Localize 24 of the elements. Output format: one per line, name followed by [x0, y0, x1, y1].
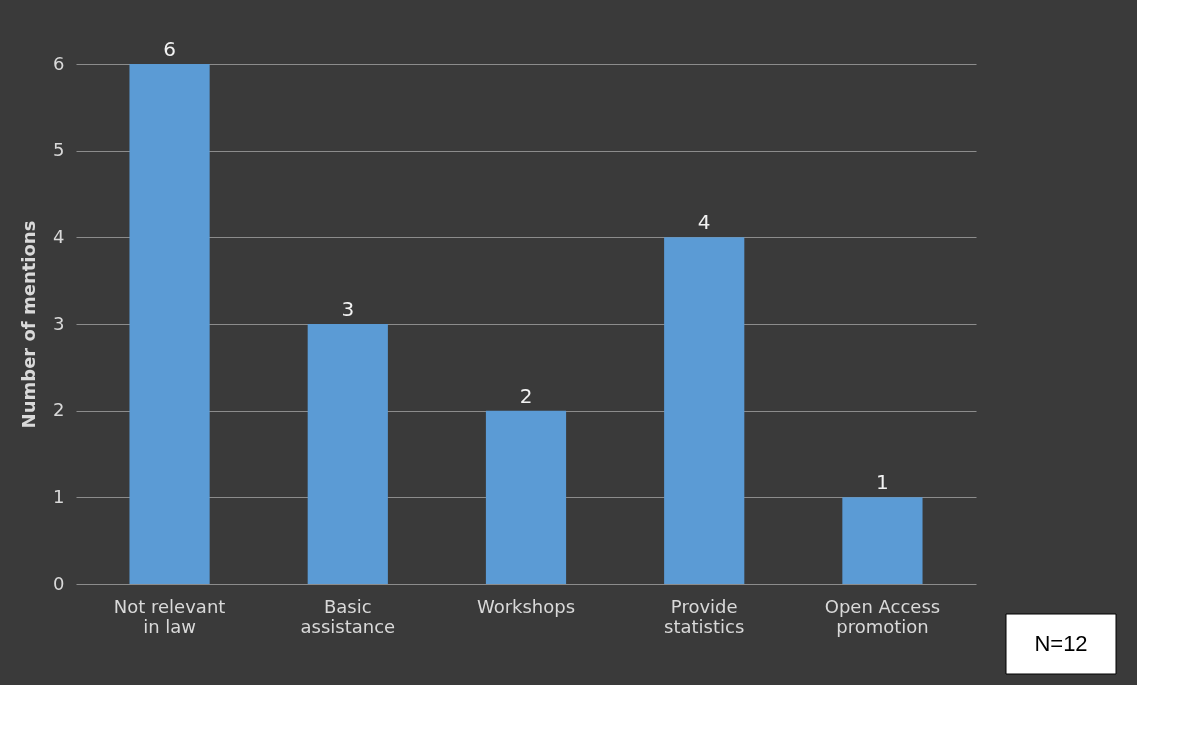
bar [307, 324, 388, 584]
data-label: 4 [697, 210, 711, 235]
x-tick-label: Workshops [476, 595, 576, 617]
bar [664, 237, 745, 584]
y-tick-label: 3 [53, 312, 65, 334]
bar [842, 497, 923, 584]
x-tick-label: Not relevant in law [113, 595, 226, 637]
x-tick-label: Provide statistics [664, 595, 745, 637]
data-label: 6 [163, 37, 176, 61]
x-tick-label: Open Access promotion [824, 595, 941, 637]
y-axis-title: Number of mentions [18, 220, 40, 429]
y-tick-label: 6 [53, 52, 65, 74]
y-tick-label: 4 [53, 225, 65, 247]
y-tick-label: 5 [53, 139, 65, 161]
data-label: 3 [341, 297, 355, 321]
y-tick-label: 1 [53, 485, 65, 507]
bar [129, 64, 210, 584]
data-label: 2 [519, 383, 533, 408]
text: N=12 [1034, 631, 1088, 656]
y-tick-label: 0 [53, 572, 65, 594]
bar [485, 410, 567, 584]
data-label: 1 [876, 470, 889, 495]
x-tick-label: Basic assistance [300, 595, 396, 637]
y-tick-label: 2 [53, 399, 65, 421]
